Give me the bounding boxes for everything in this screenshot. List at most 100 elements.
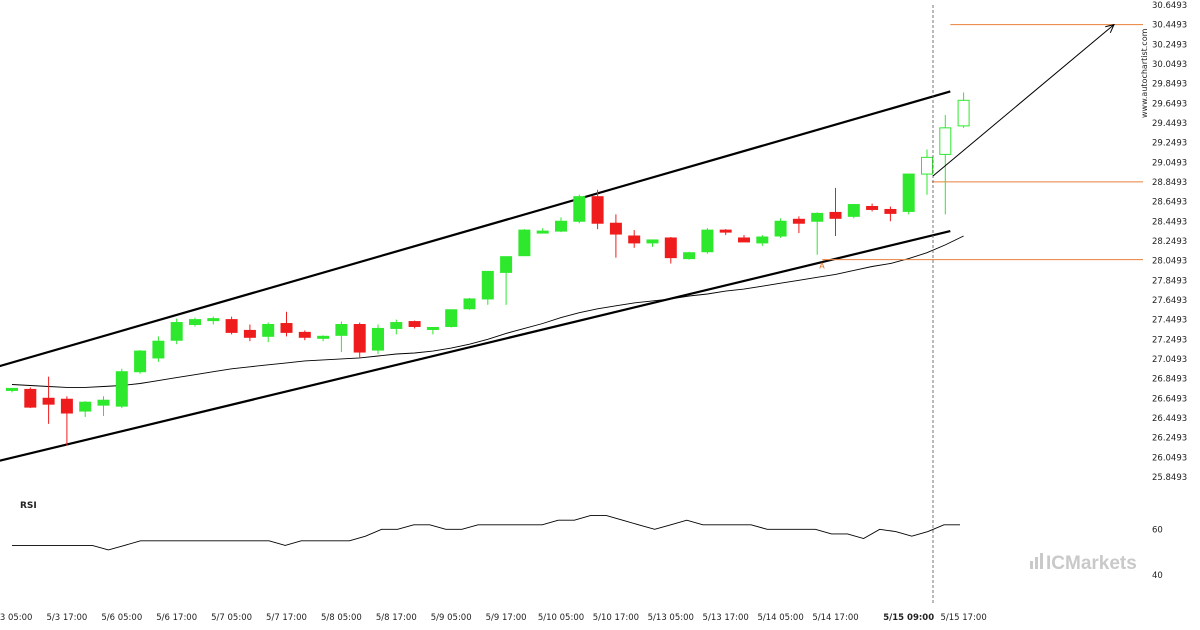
trend-channel	[0, 90, 951, 462]
candle-body	[445, 309, 458, 327]
candle-body	[884, 208, 897, 214]
candle	[207, 316, 220, 325]
candle-body	[335, 324, 348, 336]
candle-body	[408, 321, 421, 327]
price-tick-label: 28.4493	[1152, 217, 1187, 227]
candle-body	[683, 252, 696, 260]
price-tick-label: 27.4493	[1152, 316, 1187, 326]
candle-body	[207, 318, 220, 322]
rsi-title: RSI	[20, 501, 37, 511]
candle-body	[756, 236, 769, 244]
candle	[738, 235, 750, 243]
price-tick-label: 29.2493	[1152, 139, 1187, 149]
candle-body	[481, 270, 494, 300]
price-tick-label: 26.2493	[1152, 434, 1187, 444]
candle	[756, 235, 769, 246]
price-tick-label: 27.8493	[1152, 276, 1187, 286]
price-tick-label: 30.2493	[1152, 40, 1187, 50]
candle	[79, 401, 92, 417]
rsi-series	[12, 515, 960, 551]
candle-body	[6, 387, 18, 391]
candle-body	[811, 212, 824, 222]
candle	[518, 229, 531, 257]
channel-lower-line	[0, 230, 951, 462]
candle	[60, 396, 73, 446]
candle	[42, 376, 55, 424]
moving-average-line	[11, 235, 964, 388]
time-axis: 5/3 05:00 5/3 17:00 5/6 05:00 5/6 17:00 5/7 …	[0, 613, 987, 623]
rsi-line	[12, 515, 960, 551]
candle-body	[463, 298, 476, 310]
candle-body	[317, 335, 330, 339]
candle	[6, 387, 18, 393]
candle	[445, 309, 458, 328]
time-tick-label: 5/10 05:00	[538, 613, 584, 623]
candle	[408, 320, 421, 329]
candle	[152, 336, 165, 362]
candle	[500, 256, 513, 305]
candle-body	[189, 319, 201, 326]
candle-body	[719, 229, 732, 233]
channel-upper-line	[0, 90, 951, 368]
bar-chart-logo-icon	[1030, 553, 1043, 569]
time-tick-label: 5/6 05:00	[101, 613, 142, 623]
price-tick-label: 28.6493	[1152, 198, 1187, 208]
candle	[335, 321, 348, 353]
candle	[97, 396, 110, 416]
candle	[902, 173, 915, 215]
time-tick-label: 5/7 17:00	[266, 613, 307, 623]
candle	[555, 217, 567, 233]
price-tick-label: 26.6493	[1152, 394, 1187, 404]
price-tick-label: 30.0493	[1152, 60, 1187, 70]
candle-body	[500, 256, 513, 273]
candle-body	[79, 401, 92, 412]
candle	[921, 149, 933, 195]
candle	[280, 311, 293, 337]
candle	[225, 316, 238, 335]
candlestick-series	[6, 92, 970, 446]
candle-body	[24, 388, 37, 408]
candle-body	[60, 398, 73, 414]
forecast-arrow-head	[1105, 23, 1115, 34]
candle	[262, 322, 275, 343]
price-tick-label: 29.8493	[1152, 80, 1187, 90]
candle-body	[170, 322, 183, 341]
candle-body	[921, 156, 933, 175]
price-tick-label: 29.0493	[1152, 158, 1187, 168]
candle-body	[426, 326, 439, 330]
candle-body	[518, 229, 531, 257]
time-tick-label: 5/8 05:00	[321, 613, 362, 623]
price-tick-label: 28.2493	[1152, 237, 1187, 247]
candle	[115, 368, 128, 409]
time-tick-label: 5/3 05:00	[0, 613, 32, 623]
candle	[829, 187, 842, 237]
candle	[957, 92, 970, 128]
candle-body	[353, 324, 366, 353]
candle	[792, 216, 805, 234]
candle-body	[957, 99, 970, 127]
candle	[463, 297, 476, 310]
time-tick-label: 5/8 17:00	[376, 613, 417, 623]
candle-body	[628, 235, 641, 244]
candle	[353, 322, 366, 358]
candle-body	[555, 220, 567, 232]
candle	[170, 318, 183, 345]
price-tick-label: 29.6493	[1152, 99, 1187, 109]
candle-body	[262, 324, 275, 337]
candle	[847, 204, 860, 219]
candle-body	[42, 397, 55, 405]
price-tick-label: 28.8493	[1152, 178, 1187, 188]
rsi-axis: 60 40	[1152, 525, 1163, 581]
candle-body	[536, 230, 549, 234]
watermark: www.autochartist.com	[1140, 28, 1149, 118]
candle	[683, 251, 696, 260]
price-tick-label: 30.6493	[1152, 1, 1187, 11]
candle	[189, 317, 201, 327]
time-tick-label: 5/13 05:00	[648, 613, 694, 623]
price-tick-label: 30.4493	[1152, 21, 1187, 31]
candle	[536, 228, 549, 234]
price-tick-label: 25.8493	[1152, 473, 1187, 483]
forecast-arrow-line	[932, 24, 1115, 177]
candle-body	[152, 340, 165, 359]
